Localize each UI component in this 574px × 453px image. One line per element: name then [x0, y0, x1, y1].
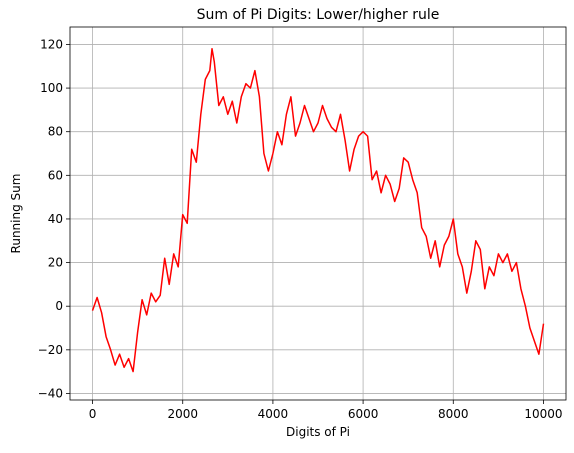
x-tick-label: 6000 [348, 407, 379, 421]
x-tick-label: 0 [89, 407, 97, 421]
plot-frame [69, 26, 567, 401]
x-axis-label: Digits of Pi [286, 425, 350, 439]
x-tick-label: 10000 [524, 407, 562, 421]
grid [70, 27, 566, 400]
chart-title: Sum of Pi Digits: Lower/higher rule [197, 7, 440, 23]
y-tick-label: −20 [38, 343, 63, 357]
x-tick-label: 8000 [438, 407, 469, 421]
y-tick-label: 80 [48, 125, 63, 139]
x-tick-label: 4000 [258, 407, 289, 421]
y-axis-label: Running Sum [9, 174, 23, 254]
y-tick-label: 0 [55, 299, 63, 313]
y-tick-label: −40 [38, 386, 63, 400]
y-tick-label: 40 [48, 212, 63, 226]
y-tick-label: 20 [48, 256, 63, 270]
y-tick-label: 120 [40, 37, 63, 51]
axis-ticks: 0 2000 4000 6000 8000 10000 −40 −20 0 20 40 60 80 100… [38, 37, 563, 421]
y-tick-label: 100 [40, 81, 63, 95]
y-tick-label: 60 [48, 168, 63, 182]
series-layer [91, 48, 545, 373]
series-line [91, 48, 545, 373]
x-tick-label: 2000 [167, 407, 198, 421]
